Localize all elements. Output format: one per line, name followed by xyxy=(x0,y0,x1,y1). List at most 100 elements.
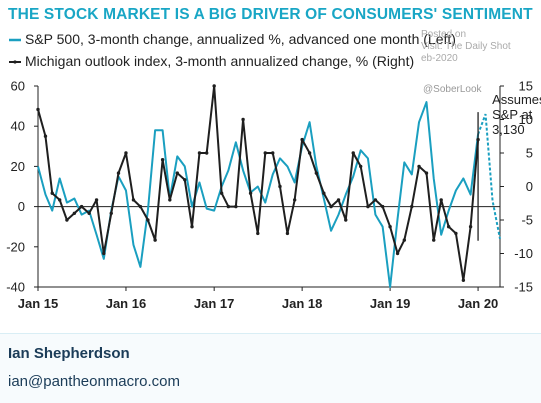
series-point-michigan xyxy=(72,211,77,215)
series-point-michigan xyxy=(454,231,458,236)
x-tick-label: Jan 15 xyxy=(18,296,58,311)
x-tick-label: Jan 19 xyxy=(370,296,410,311)
series-point-michigan xyxy=(359,164,363,169)
y-tick-label-right: 10 xyxy=(519,112,533,127)
series-point-michigan xyxy=(446,225,451,229)
series-point-michigan xyxy=(138,204,143,209)
series-point-michigan xyxy=(168,198,172,202)
annotation-text: Assumes xyxy=(492,92,541,107)
annotation-text: S&P at xyxy=(492,107,533,122)
series-point-michigan xyxy=(373,198,378,202)
y-tick-label-left: -40 xyxy=(6,280,25,295)
series-point-michigan xyxy=(248,191,253,195)
x-tick-label: Jan 20 xyxy=(458,296,498,311)
series-point-michigan xyxy=(146,218,150,222)
watermark-line: eb-2020 xyxy=(421,53,458,64)
watermark: Posted on Visit: The Daily Shot eb-2020 xyxy=(421,29,511,65)
x-tick-label: Jan 18 xyxy=(282,296,322,311)
legend-label-michigan: Michigan outlook index, 3-month annualiz… xyxy=(25,53,415,69)
series-point-michigan xyxy=(285,231,290,236)
series-point-michigan xyxy=(366,204,370,209)
legend-item-michigan: Michigan outlook index, 3-month annualiz… xyxy=(8,53,414,69)
footer: Ian Shepherdson ian@pantheonmacro.com xyxy=(0,333,541,403)
series-point-michigan xyxy=(226,204,231,209)
series-point-michigan xyxy=(241,117,245,122)
series-point-michigan xyxy=(424,171,429,175)
y-tick-label-right: 5 xyxy=(526,146,533,161)
series-point-michigan xyxy=(271,151,275,155)
chart-title: THE STOCK MARKET IS A BIG DRIVER OF CONS… xyxy=(8,6,533,23)
series-point-michigan xyxy=(395,251,400,256)
series-point-michigan xyxy=(417,164,421,169)
x-tick-label: Jan 17 xyxy=(194,296,234,311)
series-point-michigan xyxy=(109,211,113,215)
legend-swatch-michigan xyxy=(9,60,21,64)
series-point-michigan xyxy=(219,191,224,195)
series-point-michigan xyxy=(468,225,473,229)
series-point-michigan xyxy=(432,238,436,242)
series-point-michigan xyxy=(183,178,187,182)
annotation-text: 3,130 xyxy=(492,122,525,137)
legend-item-sp500: S&P 500, 3-month change, annualized %, a… xyxy=(8,31,456,47)
series-point-michigan xyxy=(329,204,333,209)
series-point-michigan xyxy=(300,137,304,142)
series-point-michigan xyxy=(65,218,69,222)
series-point-michigan xyxy=(263,151,267,155)
x-tick-label: Jan 16 xyxy=(106,296,146,311)
series-point-michigan xyxy=(79,204,84,209)
y-tick-label-left: 60 xyxy=(11,79,25,94)
series-point-michigan xyxy=(124,151,128,155)
series-point-michigan xyxy=(36,107,40,112)
y-tick-label-right: -5 xyxy=(521,213,533,228)
y-tick-label-right: 0 xyxy=(526,179,533,194)
series-point-michigan xyxy=(314,171,319,175)
series-point-michigan xyxy=(256,231,260,236)
series-point-michigan xyxy=(307,151,312,155)
y-tick-label-left: 20 xyxy=(11,159,25,174)
series-point-michigan xyxy=(205,151,209,155)
series-point-michigan xyxy=(388,225,392,229)
series-point-michigan xyxy=(197,151,202,155)
y-tick-label-left: 40 xyxy=(11,119,25,134)
series-point-michigan xyxy=(439,198,443,202)
series-point-michigan xyxy=(50,191,54,195)
series-line-sp500-projection xyxy=(477,113,501,239)
series-line-michigan xyxy=(37,85,480,282)
series-point-michigan xyxy=(102,251,106,256)
series-point-michigan xyxy=(292,198,297,202)
series-point-michigan xyxy=(351,151,355,155)
series-point-michigan xyxy=(87,211,91,215)
legend-label-sp500: S&P 500, 3-month change, annualized %, a… xyxy=(25,31,456,47)
y-tick-label-right: 15 xyxy=(519,79,533,94)
series-point-michigan xyxy=(380,204,385,209)
series-line-sp500 xyxy=(37,101,480,288)
author-name: Ian Shepherdson xyxy=(8,345,130,362)
y-tick-label-right: -15 xyxy=(514,280,533,295)
series-point-michigan xyxy=(153,238,157,242)
series-point-michigan xyxy=(190,225,194,229)
series-point-michigan xyxy=(278,184,282,189)
series-point-michigan xyxy=(336,198,341,202)
watermark-handle: @SoberLook xyxy=(423,84,482,95)
series-point-michigan xyxy=(402,238,407,242)
watermark-line: Posted on xyxy=(421,29,467,40)
line-chart: -40 -20 0 20 40 60 -15 -10 -5 0 5 10 15 Jan 15 Jan 16 J… xyxy=(6,79,541,312)
series-point-michigan xyxy=(94,198,99,202)
series-point-michigan xyxy=(234,204,238,209)
series-point-michigan xyxy=(322,191,326,195)
series-point-michigan xyxy=(212,84,216,88)
series-point-michigan xyxy=(344,218,348,222)
y-tick-label-left: 0 xyxy=(18,199,25,214)
series-point-michigan xyxy=(160,158,165,162)
y-tick-label-left: -20 xyxy=(6,239,25,254)
author-email[interactable]: ian@pantheonmacro.com xyxy=(8,373,180,390)
series-point-michigan xyxy=(175,171,179,175)
series-point-michigan xyxy=(410,204,414,209)
series-point-michigan xyxy=(131,198,136,202)
series-point-michigan xyxy=(461,278,466,282)
watermark-line: Visit: The Daily Shot xyxy=(421,41,511,52)
series-point-michigan xyxy=(43,134,48,138)
y-tick-label-right: -10 xyxy=(514,246,533,261)
series-point-michigan xyxy=(57,198,62,202)
legend-swatch-sp500 xyxy=(9,39,21,42)
